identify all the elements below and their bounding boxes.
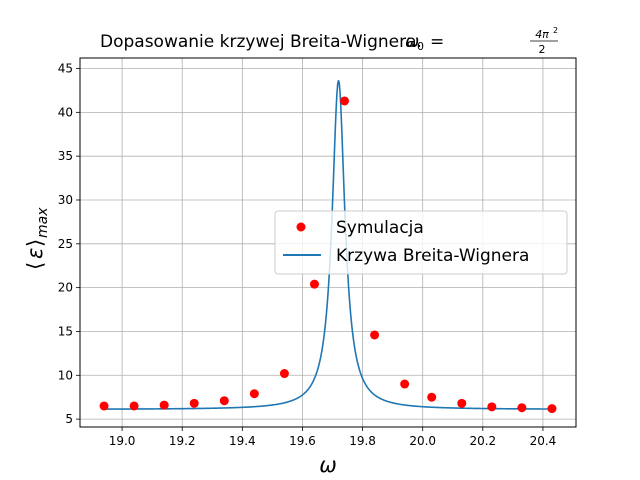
- y-tick-label: 10: [58, 368, 73, 382]
- y-axis-label-langle: ⟨: [23, 262, 47, 270]
- y-tick-label: 20: [58, 281, 73, 295]
- title-text: Dopasowanie krzywej Breita-Wignera.: [100, 32, 422, 52]
- data-point: [487, 402, 497, 412]
- x-axis-ticks: 19.0 19.2 19.4 19.6 19.8 20.0 20.2 20.4: [109, 427, 557, 448]
- y-axis-label-epsilon: ε: [23, 248, 47, 259]
- legend-label-symulacja: Symulacja: [336, 218, 424, 238]
- y-axis-label-rangle: ⟩: [23, 239, 47, 247]
- data-point: [517, 403, 527, 413]
- legend-marker-symulacja: [296, 222, 306, 232]
- legend: Symulacja Krzywa Breita-Wignera: [274, 210, 568, 275]
- y-tick-label: 25: [58, 237, 73, 251]
- x-tick-label: 19.2: [169, 434, 196, 448]
- x-tick-label: 20.4: [530, 434, 557, 448]
- y-tick-label: 45: [58, 62, 73, 76]
- legend-box: [274, 210, 568, 275]
- x-tick-label: 20.2: [469, 434, 496, 448]
- x-tick-label: 20.0: [409, 434, 436, 448]
- x-tick-label: 19.6: [289, 434, 316, 448]
- title-omega-subscript: 0: [417, 40, 424, 53]
- x-tick-label: 19.0: [109, 434, 136, 448]
- data-point: [99, 401, 109, 411]
- data-point: [309, 279, 319, 289]
- data-point: [159, 400, 169, 410]
- data-point: [457, 398, 467, 408]
- y-tick-label: 5: [65, 412, 73, 426]
- y-tick-label: 15: [58, 324, 73, 338]
- data-point: [547, 404, 557, 414]
- y-tick-label: 35: [58, 149, 73, 163]
- data-point: [340, 96, 350, 106]
- x-axis-label: ω: [319, 453, 337, 477]
- data-point: [370, 330, 380, 340]
- fit-curve: [104, 80, 552, 410]
- y-tick-label: 40: [58, 105, 73, 119]
- x-tick-label: 19.8: [349, 434, 376, 448]
- data-points-layer: [99, 96, 557, 414]
- legend-label-krzywa: Krzywa Breita-Wignera: [336, 246, 529, 266]
- data-point: [249, 389, 259, 399]
- title-omega: ω: [405, 32, 419, 52]
- y-tick-label: 30: [58, 193, 73, 207]
- data-point: [279, 369, 289, 379]
- data-point: [189, 398, 199, 408]
- y-axis-ticks: 5 10 15 20 25 30 35 40 45: [58, 62, 80, 426]
- y-axis-label: ⟨ ε ⟩ max: [23, 207, 51, 270]
- fit-curve-layer: [104, 80, 552, 410]
- axes-frame: [79, 57, 577, 428]
- data-point: [219, 396, 229, 406]
- y-axis-label-subscript: max: [35, 207, 51, 238]
- data-point: [400, 379, 410, 389]
- data-point: [427, 392, 437, 402]
- title-fraction-denominator: 2: [539, 43, 546, 56]
- data-point: [129, 401, 139, 411]
- title-equals: =: [430, 32, 444, 52]
- title-fraction-power: 2: [553, 26, 558, 35]
- chart-title: Dopasowanie krzywej Breita-Wignera. ω 0 …: [100, 26, 558, 56]
- title-fraction-numerator: 4π: [535, 28, 549, 41]
- x-tick-label: 19.4: [229, 434, 256, 448]
